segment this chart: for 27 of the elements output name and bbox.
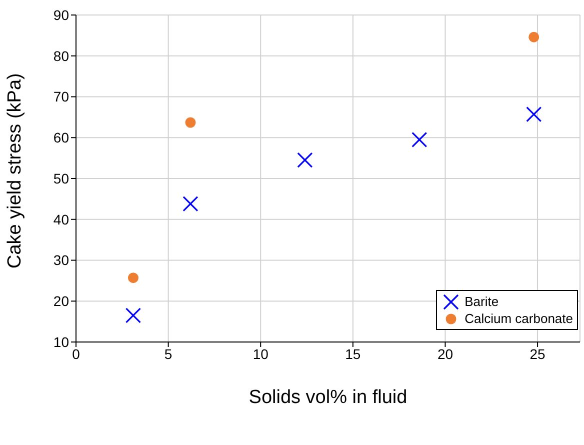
x-tick-label: 20 [437,346,454,362]
x-tick-label: 0 [72,346,80,362]
y-tick-label: 20 [53,293,70,310]
y-axis-title: Cake yield stress (kPa) [4,73,26,268]
y-tick-label: 90 [53,6,70,23]
point [528,32,540,42]
y-tick-label: 30 [53,252,70,268]
point [526,106,542,122]
y-tick-label: 80 [53,48,70,64]
y-tick-label: 60 [53,130,70,146]
point [125,308,142,324]
point [185,117,196,128]
point [412,132,428,148]
y-tick-label: 50 [53,170,70,186]
x-tick-label: 15 [345,346,361,362]
point [182,196,198,212]
point [297,152,313,168]
point [128,272,138,284]
legend-label: Calcium carbonate [464,311,573,326]
y-tick-label: 70 [53,88,70,105]
y-tick-label: 10 [53,334,70,350]
x-tick-label: 25 [530,346,546,362]
legend-label: Barite [464,294,499,309]
x-axis-title: Solids vol% in fluid [248,387,408,408]
x-tick-label: 5 [164,346,172,362]
y-tick-label: 40 [53,211,70,228]
x-tick-label: 10 [252,346,269,362]
